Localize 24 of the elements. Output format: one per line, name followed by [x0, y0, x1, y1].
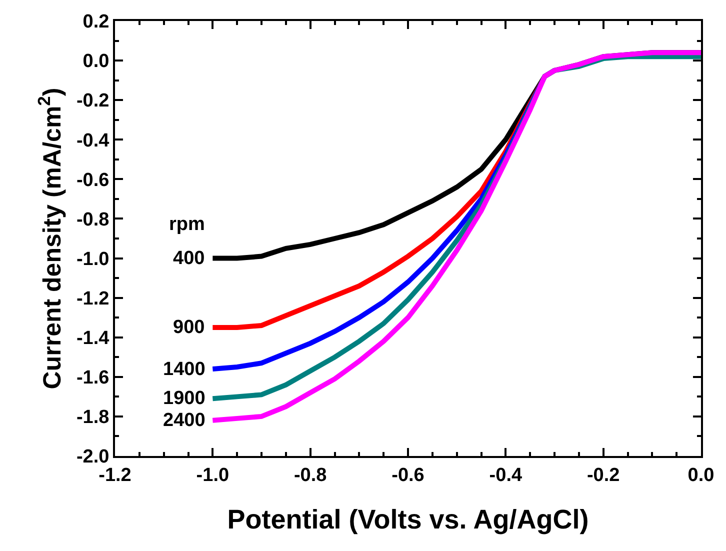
series-label: 400 [173, 248, 205, 269]
y-tick-label: -0.8 [76, 209, 110, 230]
annotation: rpm [169, 214, 205, 235]
x-tick-label: -0.4 [489, 464, 522, 486]
series-label: 1400 [163, 359, 206, 380]
y-tick-label: -1.0 [76, 248, 110, 270]
y-tick-label: -0.4 [76, 130, 110, 152]
x-axis-title: Potential (Volts vs. Ag/AgCl) [227, 504, 589, 535]
y-tick-label: 0.2 [82, 12, 110, 33]
series-label: 2400 [163, 410, 206, 431]
y-tick-label: -1.4 [76, 328, 110, 350]
y-tick-label: 0.0 [82, 51, 110, 72]
x-tick-label: -0.6 [392, 464, 424, 486]
y-tick-label: -0.2 [76, 90, 110, 112]
x-tick-label: 0.0 [688, 464, 714, 486]
x-tick-label: -0.2 [586, 464, 620, 486]
y-tick-label: -0.6 [76, 170, 110, 191]
x-tick-label: -1.0 [196, 464, 230, 486]
y-tick-label: -1.6 [76, 368, 110, 389]
x-tick-label: -0.8 [294, 464, 327, 486]
series-label: 1900 [163, 388, 206, 409]
y-tick-label: -1.8 [76, 407, 110, 428]
y-tick-label: -1.2 [76, 288, 110, 310]
series-label: 900 [173, 317, 205, 338]
